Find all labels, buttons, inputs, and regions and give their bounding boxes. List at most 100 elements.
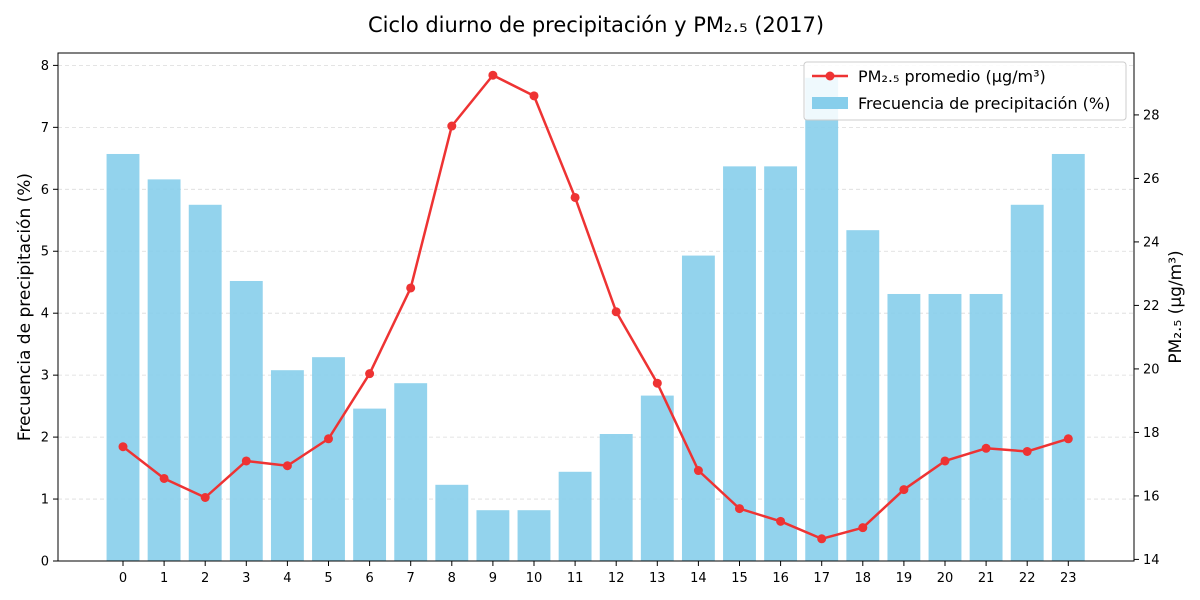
pm25-point-7 — [406, 283, 416, 293]
bottom-axis: 0 1 2 3 4 5 6 7 8 9 10 11 12 13 14 15 16 17 18 19 20 21 22 23 — [119, 561, 1077, 586]
x-tick-label: 8 — [448, 571, 456, 586]
y-tick-label-right: 20 — [1143, 362, 1160, 377]
y-tick-label-left: 2 — [41, 431, 49, 446]
x-tick-label: 3 — [242, 571, 250, 586]
x-tick-label: 14 — [690, 571, 707, 586]
y-axis-title-right: PM₂.₅ (μg/m³) — [1166, 250, 1186, 363]
y-tick-label-left: 6 — [41, 183, 49, 198]
pm25-point-0 — [118, 442, 128, 452]
pm25-line — [122, 73, 1069, 541]
y-tick-label-left: 7 — [41, 121, 49, 136]
y-tick-label-left: 5 — [41, 245, 49, 260]
chart-title: Ciclo diurno de precipitación y PM₂.₅ (2… — [368, 13, 824, 37]
legend: PM₂.₅ promedio (μg/m³) Frecuencia de pre… — [803, 61, 1127, 121]
x-tick-label: 13 — [649, 571, 666, 586]
x-tick-label: 9 — [489, 571, 497, 586]
bar-19 — [887, 293, 921, 561]
bar-3 — [229, 280, 263, 561]
x-tick-label: 23 — [1060, 571, 1077, 586]
x-tick-label: 15 — [731, 571, 748, 586]
y-tick-label-left: 0 — [41, 555, 49, 570]
left-axis: 0 1 2 3 4 5 6 7 8 — [41, 59, 58, 570]
y-tick-label-left: 1 — [41, 493, 49, 508]
pm25-point-15 — [735, 504, 744, 514]
y-tick-label-right: 16 — [1143, 489, 1160, 504]
x-tick-label: 19 — [896, 571, 913, 586]
bar-7 — [394, 383, 428, 561]
y-tick-label-right: 18 — [1143, 426, 1160, 441]
bar-10 — [517, 510, 551, 561]
x-tick-label: 6 — [365, 571, 373, 586]
pm25-point-2 — [200, 493, 210, 502]
bar-5 — [312, 357, 345, 561]
x-tick-label: 21 — [978, 571, 995, 586]
x-tick-label: 22 — [1019, 571, 1036, 586]
pm25-point-5 — [324, 434, 333, 444]
y-tick-label-left: 3 — [41, 369, 49, 384]
x-tick-label: 5 — [324, 571, 332, 586]
y-tick-label-right: 24 — [1143, 235, 1160, 250]
pm25-point-22 — [1022, 446, 1032, 456]
line-series — [118, 70, 1073, 544]
pm25-point-6 — [365, 369, 375, 379]
x-tick-label: 11 — [567, 571, 584, 586]
y-tick-label-right: 26 — [1143, 172, 1160, 187]
pm25-point-1 — [159, 473, 169, 483]
bar-series — [106, 77, 1085, 562]
pm25-point-14 — [693, 466, 703, 476]
pm25-point-10 — [529, 91, 539, 101]
bar-0 — [106, 153, 140, 562]
bar-2 — [188, 204, 222, 561]
x-tick-label: 1 — [160, 571, 168, 586]
bar-12 — [599, 434, 633, 561]
bar-17 — [805, 77, 839, 561]
legend-label-precipitation: Frecuencia de precipitación (%) — [858, 94, 1110, 113]
pm25-point-12 — [611, 307, 621, 317]
bar-1 — [147, 179, 181, 561]
bar-6 — [353, 408, 387, 561]
plot-frame — [57, 52, 1135, 562]
x-tick-label: 12 — [608, 571, 625, 586]
bar-8 — [435, 484, 469, 561]
y-tick-label-left: 4 — [41, 307, 49, 322]
x-tick-label: 16 — [772, 571, 789, 586]
bar-15 — [723, 166, 756, 561]
legend-box — [803, 61, 1127, 121]
bar-22 — [1010, 204, 1044, 561]
y-axis-title-left: Frecuencia de precipitación (%) — [15, 173, 35, 441]
pm25-point-17 — [817, 534, 827, 544]
x-tick-label: 10 — [526, 571, 543, 586]
x-tick-label: 4 — [283, 571, 291, 586]
bar-13 — [640, 395, 674, 561]
x-tick-label: 17 — [813, 571, 830, 586]
right-axis: 14 16 18 20 22 24 26 28 — [1134, 108, 1160, 568]
x-tick-label: 20 — [937, 571, 954, 586]
bar-11 — [558, 471, 592, 561]
bar-18 — [846, 230, 880, 561]
y-tick-label-left: 8 — [41, 59, 49, 74]
pm25-point-8 — [447, 121, 457, 131]
legend-label-pm25: PM₂.₅ promedio (μg/m³) — [858, 67, 1046, 86]
y-tick-label-right: 28 — [1143, 108, 1160, 123]
pm25-point-18 — [858, 523, 868, 533]
x-tick-label: 0 — [119, 571, 127, 586]
pm25-point-23 — [1063, 434, 1073, 444]
x-tick-label: 2 — [201, 571, 209, 586]
pm25-point-13 — [652, 378, 662, 388]
bar-16 — [764, 166, 798, 561]
bar-14 — [681, 255, 715, 561]
x-tick-label: 7 — [407, 571, 415, 586]
pm25-point-4 — [282, 461, 292, 471]
pm25-point-9 — [488, 70, 498, 80]
y-tick-label-right: 22 — [1143, 299, 1160, 314]
pm25-point-3 — [241, 456, 251, 466]
bar-21 — [969, 293, 1003, 561]
legend-bar-swatch — [812, 97, 848, 109]
pm25-point-16 — [776, 516, 786, 526]
y-tick-label-right: 14 — [1143, 553, 1160, 568]
bar-20 — [928, 293, 962, 561]
bar-9 — [476, 510, 510, 561]
pm25-point-19 — [899, 485, 909, 495]
x-tick-label: 18 — [855, 571, 872, 586]
